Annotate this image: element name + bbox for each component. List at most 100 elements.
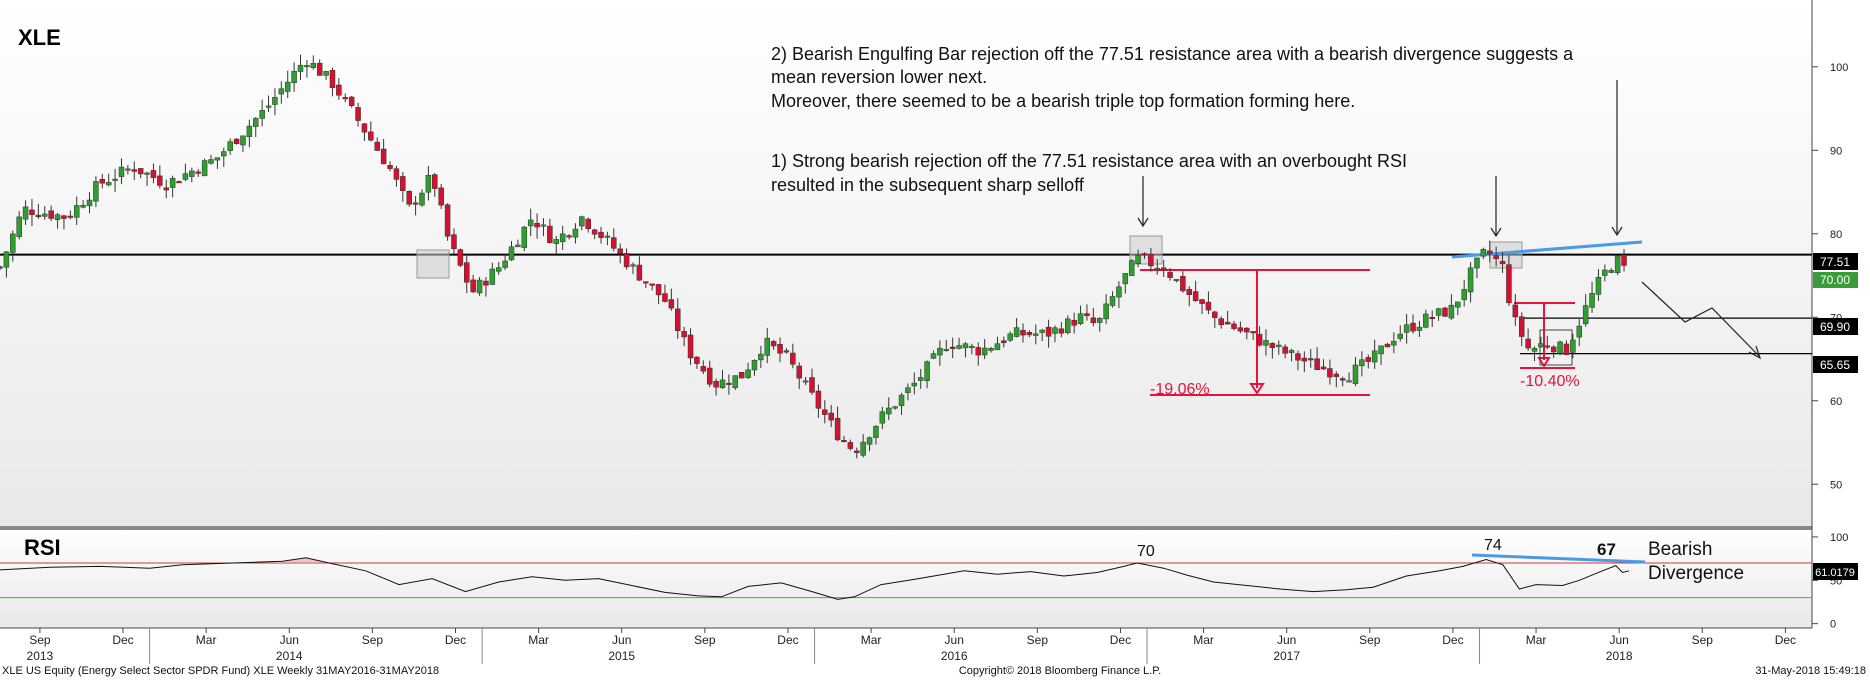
candle-body <box>649 283 655 286</box>
candle-body <box>1301 357 1308 362</box>
candle-body <box>412 202 419 205</box>
annotation-drawings <box>416 80 1762 396</box>
candle-body <box>1090 317 1097 324</box>
candle-body <box>1538 343 1544 348</box>
candle-body <box>463 262 470 283</box>
candle-body <box>1269 343 1276 348</box>
chart-title: XLE <box>18 25 61 50</box>
candle-body <box>962 343 969 349</box>
x-tick-label: Sep <box>694 633 716 647</box>
x-tick-label: Dec <box>1110 633 1131 647</box>
candle-body <box>348 96 355 107</box>
candle-body <box>700 366 707 372</box>
candle-body <box>16 216 22 237</box>
candle-body <box>969 345 975 348</box>
candle-body <box>131 169 138 172</box>
candle-body <box>1518 316 1525 337</box>
candle-body <box>284 81 291 92</box>
candle-body <box>195 171 201 174</box>
candle-body <box>253 118 259 127</box>
candle-body <box>994 343 1001 351</box>
candle-body <box>112 178 118 181</box>
rsi-panel <box>0 530 1812 628</box>
x-tick-label: Dec <box>112 633 133 647</box>
candle-body <box>476 279 483 294</box>
year-label: 2015 <box>608 649 635 663</box>
candle-body <box>1141 253 1148 256</box>
candle-body <box>240 135 246 146</box>
candle-body <box>777 344 783 354</box>
candle-body <box>259 109 265 119</box>
x-tick-label: Mar <box>528 633 549 647</box>
candle-body <box>1327 368 1333 378</box>
year-label: 2018 <box>1606 649 1633 663</box>
x-tick-label: Jun <box>1277 633 1296 647</box>
candle-body <box>1423 313 1429 328</box>
candle-body <box>758 353 764 361</box>
rsi-line <box>0 557 1630 600</box>
candle-body <box>975 347 981 356</box>
x-tick-label: Mar <box>196 633 217 647</box>
candle-body <box>751 360 758 371</box>
rsi-divergence-line <box>1471 553 1646 564</box>
candle-body <box>54 214 61 220</box>
candle-body <box>1487 250 1493 255</box>
candle-body <box>432 174 438 189</box>
candle-body <box>380 148 387 165</box>
candle-body <box>822 409 828 415</box>
resistance-label: 77.51 <box>1820 255 1850 269</box>
rsi-peak-label: 70 <box>1137 543 1155 560</box>
candle-body <box>1276 344 1282 347</box>
candle-body <box>278 88 285 95</box>
candle-body <box>502 260 508 268</box>
candle-body <box>847 442 854 449</box>
x-axis: Sep Dec Mar Jun Sep Dec Mar Jun Sep Dec Mar Jun Sep D… <box>27 628 1796 664</box>
candle-body <box>1026 331 1033 336</box>
candle-body <box>1442 307 1448 317</box>
candle-body <box>834 417 841 441</box>
x-tick-label: Mar <box>1193 633 1214 647</box>
candle-body <box>732 375 739 389</box>
candle-body <box>297 64 304 72</box>
candle-body <box>911 382 918 387</box>
candle-body <box>1154 267 1161 270</box>
candle-body <box>905 387 911 393</box>
candle-body <box>438 187 444 206</box>
candle-body <box>885 407 892 415</box>
rsi-y-tick-label: 100 <box>1830 532 1848 544</box>
year-label: 2014 <box>276 649 303 663</box>
candle-body <box>930 353 937 359</box>
year-label: 2017 <box>1273 649 1300 663</box>
rsi-y-tick-label: 0 <box>1830 619 1836 631</box>
rejection-box-2016 <box>1129 235 1163 265</box>
candle-body <box>1295 353 1301 361</box>
candle-body <box>189 170 195 177</box>
candle-body <box>1122 273 1129 285</box>
candle-body <box>1493 255 1499 260</box>
candle-body <box>1346 380 1352 383</box>
candle-body <box>508 246 515 261</box>
candle-body <box>1595 276 1602 295</box>
candle-body <box>374 141 380 151</box>
rsi-peak-label: 67 <box>1597 540 1616 559</box>
candle-body <box>1563 343 1570 355</box>
candle-body <box>1186 289 1192 295</box>
candle-body <box>534 222 540 228</box>
candle-body <box>387 165 393 169</box>
candle-body <box>1007 333 1013 341</box>
measure-2-label: -10.40% <box>1520 373 1580 390</box>
candle-body <box>457 249 464 266</box>
candle-body <box>329 70 336 88</box>
candle-body <box>470 279 476 293</box>
candle-body <box>1084 313 1090 316</box>
candle-body <box>1116 286 1122 298</box>
candle-body <box>393 168 400 180</box>
x-tick-label: Jun <box>280 633 299 647</box>
support-tag-1 <box>1813 318 1858 335</box>
measure-1-label: -19.06% <box>1150 381 1210 398</box>
candle-body <box>611 237 617 249</box>
candle-body <box>937 347 943 356</box>
candle-body <box>125 168 131 171</box>
candle-body <box>1602 269 1608 276</box>
candle-body <box>1288 350 1295 353</box>
